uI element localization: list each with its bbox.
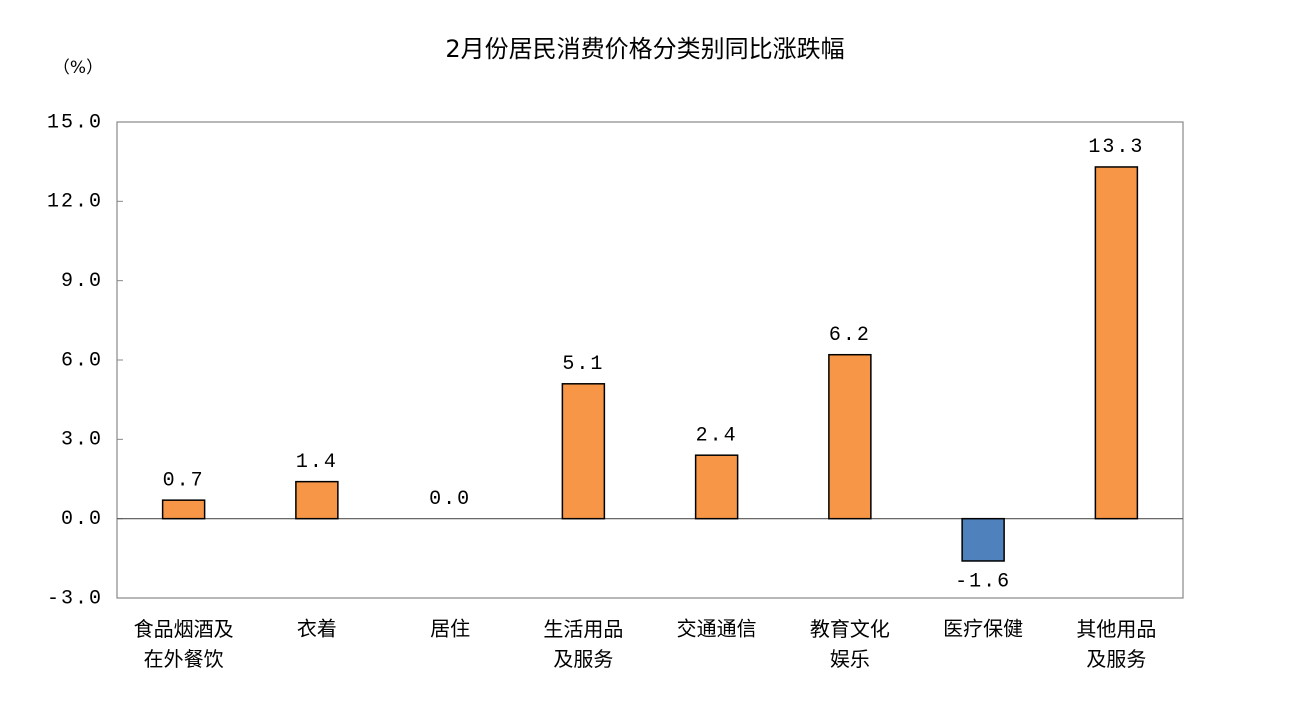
plot-area: [116, 121, 1184, 599]
bar: [295, 480, 339, 520]
x-tick-label: 食品烟酒及在外餐饮: [134, 617, 234, 671]
x-tick-label: 居住: [430, 617, 470, 641]
x-tick-label: 生活用品及服务: [543, 617, 623, 671]
bar: [161, 499, 206, 520]
data-label: 0.7: [163, 469, 205, 492]
y-tick-label: 0.0: [61, 508, 103, 531]
y-tick-label: 6.0: [61, 349, 103, 372]
bar: [961, 517, 1005, 562]
bar: [828, 353, 872, 520]
y-tick-label: 12.0: [47, 191, 103, 214]
y-tick-label: 9.0: [61, 270, 103, 293]
y-tick-label: 3.0: [61, 429, 103, 452]
data-label: 1.4: [296, 451, 338, 474]
y-axis-label: （%）: [53, 58, 103, 78]
data-label: 13.3: [1088, 136, 1144, 159]
bar: [694, 454, 739, 520]
data-label: 0.0: [429, 488, 471, 511]
bar: [1094, 166, 1139, 520]
x-tick-label: 教育文化娱乐: [810, 617, 890, 671]
x-tick-label: 医疗保健: [943, 617, 1023, 641]
data-label: -1.6: [955, 570, 1011, 593]
y-tick-label: -3.0: [47, 587, 103, 610]
x-tick-label: 交通通信: [677, 617, 757, 641]
x-tick-label: 其他用品及服务: [1076, 617, 1156, 671]
data-label: 6.2: [829, 324, 871, 347]
y-tick-label: 15.0: [47, 111, 103, 134]
x-tick-label: 衣着: [297, 617, 337, 641]
chart-title: 2月份居民消费价格分类别同比涨跌幅: [445, 35, 844, 63]
data-label: 2.4: [696, 424, 738, 447]
data-label: 5.1: [562, 353, 604, 376]
bar: [561, 383, 606, 520]
